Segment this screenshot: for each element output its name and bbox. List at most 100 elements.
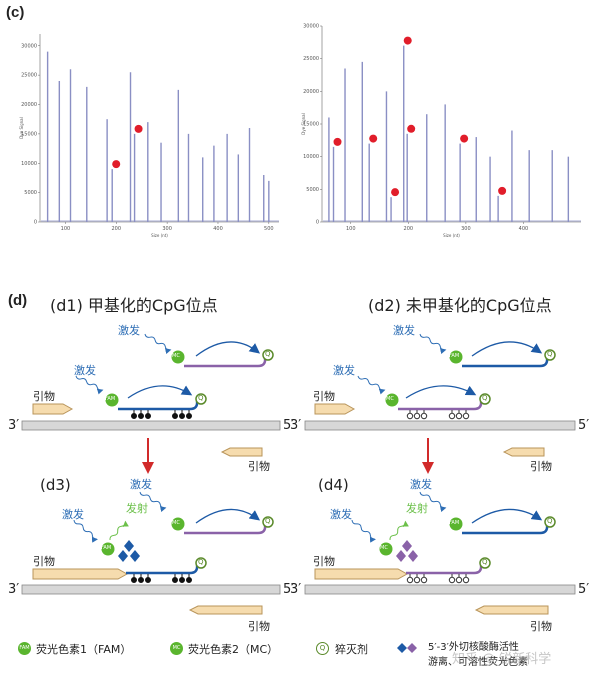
d3-group	[21, 491, 281, 615]
x-tick-label: 100	[346, 226, 356, 232]
d1-five-prime: 5′	[283, 418, 295, 433]
y-tick-label: 0	[316, 220, 319, 226]
d2-mc-circle	[385, 393, 399, 407]
d2-q-text-top: Q	[547, 350, 553, 358]
d2-excite-squiggle-top	[419, 333, 447, 354]
y-tick-label: 10000	[303, 154, 319, 160]
panel-d-label: (d)	[8, 292, 28, 309]
d1-q-text-top: Q	[265, 350, 271, 358]
legend: FAM 荧光色素1（FAM） MC 荧光色素2（MC） Q 猝灭剂 5′-3′外…	[0, 636, 600, 676]
x-axis-label: Size (nt)	[443, 233, 460, 238]
y-tick-label: 5000	[24, 190, 37, 196]
d1-excite-label-top: 激发	[118, 324, 140, 337]
d3-q-lower	[195, 557, 207, 569]
chart-left: 0 5000 10000 15000 20000 25000 30000 100 200 300 4…	[18, 30, 283, 240]
marker-dot	[403, 36, 412, 45]
d2-primer-right	[502, 447, 545, 457]
d4-primer	[314, 568, 409, 580]
d2-unmethyl-marks	[406, 410, 470, 420]
d3-methyl-marks	[131, 574, 192, 583]
d2-arc-top	[471, 341, 543, 357]
d1-q-lower	[195, 393, 207, 405]
d2-title: (d2) 未甲基化的CpG位点	[368, 296, 552, 315]
legend-mc-text: 荧光色素2（MC）	[188, 643, 279, 656]
d1-fam-text: FAM	[105, 396, 116, 402]
d2-three-prime: 3′	[290, 418, 302, 433]
d2-q-lower	[479, 393, 491, 405]
d4-excite-label-top: 激发	[410, 478, 432, 491]
d1-title: (d1) 甲基化的CpG位点	[50, 296, 218, 315]
d4-five-prime: 5′	[578, 582, 590, 597]
d1-mc-probe-tail	[257, 357, 267, 368]
d3-dna-bar	[21, 584, 281, 595]
x-tick-label: 300	[461, 226, 471, 232]
x-tick-label: 300	[162, 226, 172, 232]
d2-primer-right-label: 引物	[530, 460, 552, 473]
legend-fam-text: 荧光色素1（FAM）	[36, 643, 132, 656]
d4-unmethyl-marks	[406, 574, 470, 584]
d1-excite-squiggle	[75, 375, 104, 395]
d1-fam-circle	[105, 393, 119, 407]
d4-excite-squiggle	[351, 519, 376, 543]
d1-group	[21, 333, 281, 474]
d3-label: (d3)	[40, 476, 71, 494]
y-tick-label: 0	[34, 220, 37, 226]
chart-left-svg: 0 5000 10000 15000 20000 25000 30000 100 200 300 4…	[19, 34, 279, 238]
x-axis-label: Size (nt)	[151, 233, 168, 238]
d3-primer	[32, 568, 129, 580]
d3-three-prime: 3′	[8, 582, 20, 597]
y-tick-label: 15000	[21, 131, 37, 137]
d3-emit-squiggle	[109, 520, 129, 541]
legend-diamonds-icon	[397, 643, 417, 653]
d1-dna-bar	[21, 420, 281, 431]
d1-arc-lower	[127, 385, 193, 399]
d2-primer-label: 引物	[313, 390, 335, 403]
d3-primer-right	[188, 605, 263, 615]
d4-three-prime: 3′	[290, 582, 302, 597]
d1-mc-circle	[171, 350, 185, 364]
d3-excite-squiggle	[73, 519, 98, 543]
d1-primer	[32, 403, 74, 415]
d4-excite-squiggle-top	[419, 491, 447, 512]
d4-diamonds	[396, 540, 418, 562]
d3-five-prime: 5′	[283, 582, 295, 597]
d4-label: (d4)	[318, 476, 349, 494]
marker-dot	[460, 134, 469, 143]
d3-q-top	[262, 516, 274, 528]
legend-mc-badge: MC	[170, 642, 183, 655]
d2-fam-text-top: FAM	[449, 353, 460, 359]
d1-primer-right	[220, 447, 263, 457]
d3-arc-top	[195, 508, 261, 524]
x-tick-label: 500	[264, 226, 274, 232]
d3-mc-text: MC	[172, 520, 180, 526]
y-tick-label: 30000	[303, 24, 319, 30]
d4-fam-circle-top	[449, 517, 463, 531]
d4-group	[304, 491, 576, 615]
y-tick-label: 10000	[21, 161, 37, 167]
marker-dot	[369, 134, 378, 143]
legend-cleave-text-1: 5′-3′外切核酸酶活性	[428, 642, 519, 653]
d3-excite-squiggle-top	[139, 491, 167, 512]
d3-diamonds	[118, 540, 140, 562]
y-tick-label: 15000	[303, 122, 319, 128]
d2-five-prime: 5′	[578, 418, 590, 433]
panel-c-label: (c)	[6, 4, 25, 21]
marker-dot	[407, 124, 416, 133]
d1-three-prime: 3′	[8, 418, 20, 433]
legend-q-badge: Q	[316, 642, 329, 655]
d2-mc-text: MC	[386, 396, 394, 402]
d1-primer-right-label: 引物	[248, 460, 270, 473]
d3-fam-circle	[101, 542, 115, 556]
marker-dot	[391, 188, 400, 197]
y-tick-label: 5000	[306, 187, 319, 193]
marker-dot	[134, 124, 143, 133]
d2-arc-lower	[405, 385, 477, 399]
y-axis-label: Dye Signal	[301, 113, 306, 134]
d3-excite-label-top: 激发	[130, 478, 152, 491]
d1-excite-label: 激发	[74, 364, 96, 377]
legend-q-text: 猝灭剂	[335, 643, 368, 656]
d4-arc-top	[471, 508, 543, 524]
d2-group	[304, 333, 576, 474]
x-tick-label: 200	[112, 226, 122, 232]
d3-mc-circle	[171, 517, 185, 531]
